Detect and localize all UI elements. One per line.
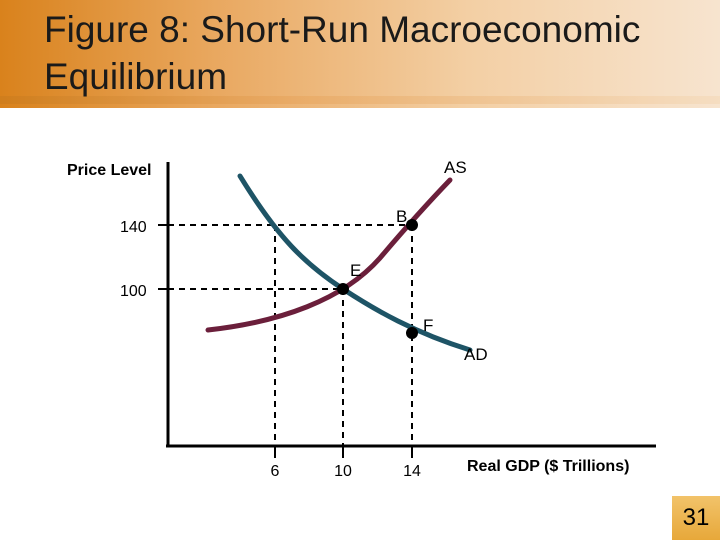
y-tick-label-140: 140 <box>120 219 147 236</box>
as-curve <box>205 177 453 333</box>
tick-marks <box>158 224 413 458</box>
slide-title: Figure 8: Short-Run Macroeconomic Equili… <box>44 9 641 97</box>
x-tick-label-10: 10 <box>334 463 352 480</box>
y-axis-label: Price Level <box>67 162 152 179</box>
x-tick-label-6: 6 <box>271 463 280 480</box>
guide-lines <box>168 224 413 446</box>
title-divider <box>0 96 720 104</box>
x-tick-label-14: 14 <box>403 463 421 480</box>
y-tick-label-100: 100 <box>120 283 147 300</box>
point-b-marker <box>406 219 418 231</box>
point-b-label: B <box>396 207 407 226</box>
point-e-marker <box>337 283 349 295</box>
x-axis-label: Real GDP ($ Trillions) <box>467 458 629 475</box>
point-f-label: F <box>423 316 433 335</box>
page-number-badge: 31 <box>672 496 720 540</box>
point-f-marker <box>406 327 418 339</box>
ad-curve-label: AD <box>464 345 488 364</box>
as-curve-label: AS <box>444 158 467 177</box>
point-e-label: E <box>350 261 361 280</box>
title-band <box>0 0 720 108</box>
